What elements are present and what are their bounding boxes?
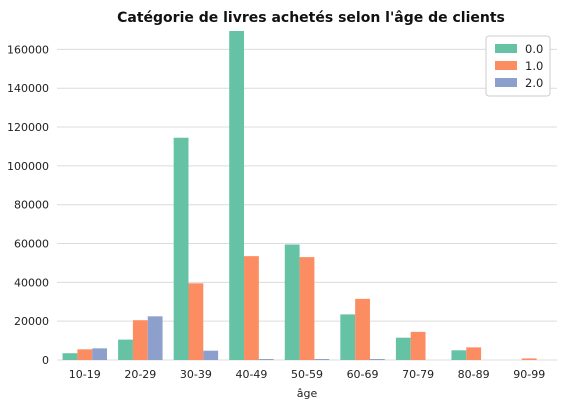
legend-swatch <box>495 78 517 87</box>
bar-70-79-0.0 <box>395 337 411 360</box>
x-axis-ticks: 10-19 20-29 30-39 40-49 50-59 60-69 70-79 80-89… <box>69 368 545 381</box>
y-tick-label: 100000 <box>7 160 49 173</box>
x-tick-label: 30-39 <box>180 368 212 381</box>
chart-title: Catégorie de livres achetés selon l'âge … <box>117 10 505 26</box>
x-tick-label: 80-89 <box>458 368 490 381</box>
y-tick-label: 60000 <box>14 238 49 251</box>
legend: 0.0 1.0 2.0 <box>485 35 551 97</box>
bar-70-79-1.0 <box>410 331 426 360</box>
legend-label: 0.0 <box>525 42 543 56</box>
y-tick-label: 140000 <box>7 82 49 95</box>
x-tick-label: 40-49 <box>235 368 267 381</box>
bar-20-29-2.0 <box>147 316 163 360</box>
y-axis-ticks: 0 20000 40000 60000 80000 100000 120000 140000 1… <box>7 43 49 367</box>
x-tick-label: 60-69 <box>347 368 379 381</box>
y-tick-label: 40000 <box>14 276 49 289</box>
x-tick-label: 90-99 <box>513 368 545 381</box>
bar-20-29-0.0 <box>118 339 133 360</box>
x-tick-label: 70-79 <box>402 368 434 381</box>
bars <box>62 30 537 361</box>
bar-60-69-0.0 <box>340 314 356 360</box>
y-tick-label: 20000 <box>14 315 49 328</box>
legend-swatch <box>495 61 517 70</box>
x-axis-label: âge <box>297 387 318 400</box>
bar-60-69-2.0 <box>369 359 385 360</box>
y-tick-label: 160000 <box>7 43 49 56</box>
bar-40-49-0.0 <box>229 30 245 361</box>
x-tick-label: 50-59 <box>291 368 323 381</box>
x-tick-label: 10-19 <box>69 368 101 381</box>
bar-50-59-0.0 <box>284 244 300 360</box>
bar-40-49-1.0 <box>244 256 259 360</box>
bar-10-19-2.0 <box>92 348 107 360</box>
bar-60-69-1.0 <box>355 298 370 360</box>
bar-50-59-2.0 <box>314 359 330 360</box>
bar-20-29-1.0 <box>132 320 148 360</box>
bar-10-19-1.0 <box>77 349 93 360</box>
bar-10-19-0.0 <box>62 353 78 360</box>
bar-30-39-1.0 <box>188 283 204 360</box>
x-tick-label: 20-29 <box>124 368 156 381</box>
bar-50-59-1.0 <box>299 257 315 360</box>
bar-40-49-2.0 <box>258 359 274 360</box>
legend-swatch <box>495 44 517 53</box>
bar-80-89-0.0 <box>451 350 467 360</box>
bar-90-99-1.0 <box>521 358 537 360</box>
legend-label: 2.0 <box>525 76 543 90</box>
bar-30-39-0.0 <box>173 137 189 360</box>
y-tick-label: 120000 <box>7 121 49 134</box>
y-tick-label: 80000 <box>14 199 49 212</box>
y-tick-label: 0 <box>42 354 49 367</box>
legend-label: 1.0 <box>525 59 543 73</box>
bar-30-39-2.0 <box>203 350 219 360</box>
bar-80-89-1.0 <box>466 347 482 360</box>
